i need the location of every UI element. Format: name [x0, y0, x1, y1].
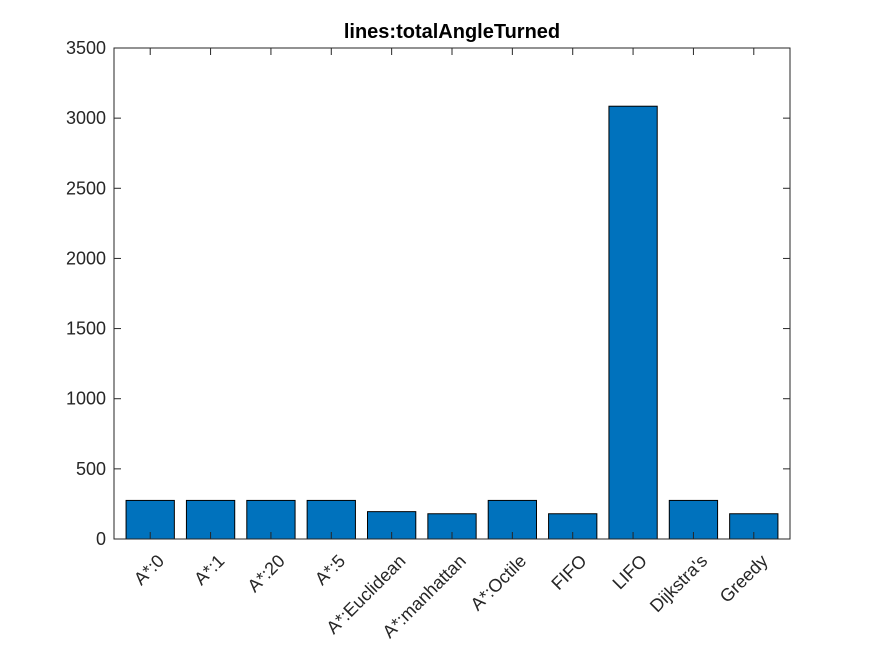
x-tick-label: A*:20: [244, 551, 289, 596]
y-tick-label: 1500: [66, 319, 106, 339]
y-tick-label: 2000: [66, 248, 106, 268]
x-tick-label: Dijkstra's: [646, 551, 711, 616]
bar: [608, 105, 658, 540]
x-tick-label: A*:5: [311, 551, 349, 589]
x-tick-label: FIFO: [547, 551, 590, 594]
x-tick-label: Greedy: [716, 551, 772, 607]
chart-title: lines:totalAngleTurned: [344, 21, 560, 43]
bars-layer: [125, 105, 779, 540]
x-tick-label: A*:Octile: [467, 551, 531, 615]
y-tick-label: 0: [96, 529, 106, 549]
x-tick-label: A*:0: [130, 551, 168, 589]
ticks-layer: 0 500 1000 1500 2000 2500 3000 3500 A*:0 A*:1 A*:2…: [66, 38, 790, 642]
y-tick-label: 500: [76, 459, 106, 479]
y-tick-label: 2500: [66, 178, 106, 198]
y-tick-label: 1000: [66, 389, 106, 409]
axes-box: [113, 47, 791, 540]
x-tick-label: LIFO: [609, 551, 651, 593]
y-tick-label: 3000: [66, 108, 106, 128]
x-tick-label: A*:1: [190, 551, 228, 589]
y-tick-label: 3500: [66, 38, 106, 58]
